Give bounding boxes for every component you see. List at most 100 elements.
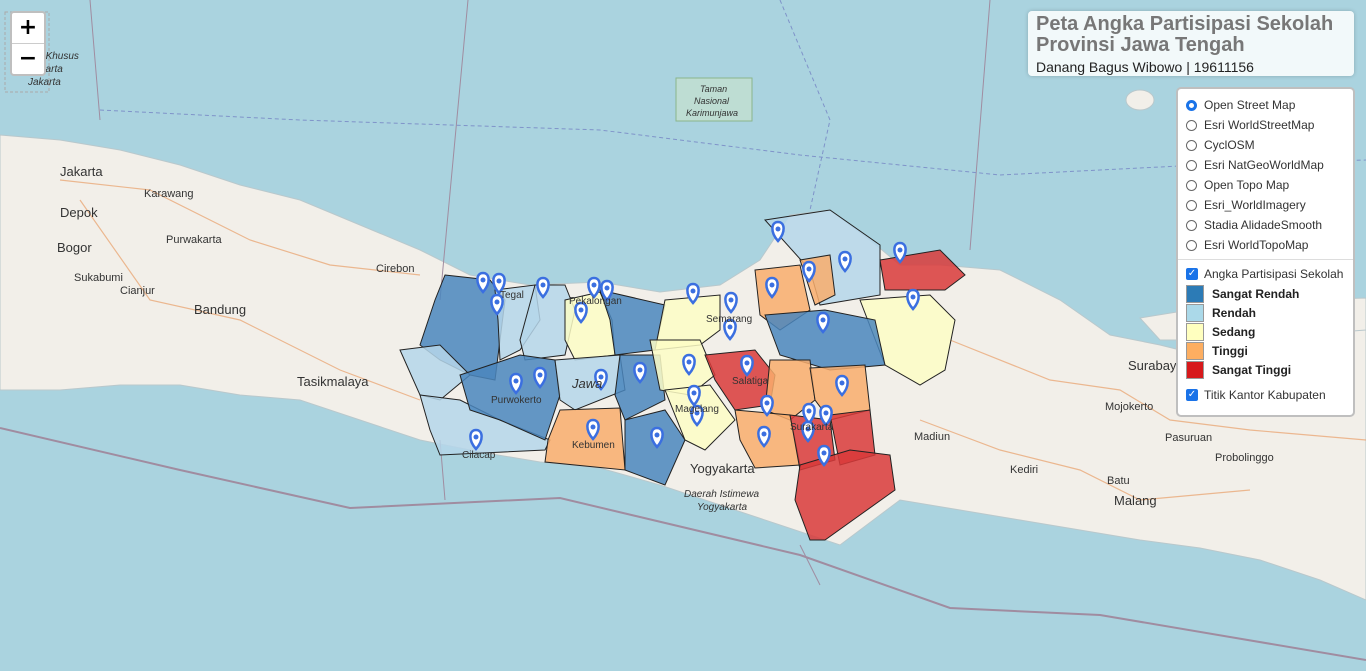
label-batu: Batu — [1107, 475, 1130, 487]
kantor-marker-icon[interactable] — [838, 250, 852, 273]
label-purwokerto: Purwokerto — [491, 395, 542, 406]
kantor-marker-icon[interactable] — [686, 282, 700, 305]
radio-icon[interactable] — [1186, 199, 1197, 211]
kantor-marker-icon[interactable] — [587, 276, 601, 299]
kantor-marker-icon[interactable] — [469, 428, 483, 451]
base-layer-option[interactable]: Esri WorldTopoMap — [1186, 235, 1347, 255]
region-banyumas[interactable] — [399, 344, 471, 401]
region-batang[interactable] — [599, 289, 666, 356]
checkbox-checked-icon[interactable]: ✓ — [1186, 389, 1198, 401]
base-layer-option[interactable]: CyclOSM — [1186, 135, 1347, 155]
radio-icon[interactable] — [1186, 179, 1197, 191]
label-karimunjawa-3: Karimunjawa — [686, 108, 738, 118]
base-layer-option[interactable]: Esri NatGeoWorldMap — [1186, 155, 1347, 175]
region-temanggung[interactable] — [649, 339, 716, 396]
map-title-panel: Peta Angka Partisipasi Sekolah Provinsi … — [1028, 11, 1354, 76]
label-malang: Malang — [1114, 493, 1157, 508]
base-layer-option[interactable]: Esri_WorldImagery — [1186, 195, 1347, 215]
legend-swatch — [1186, 303, 1204, 322]
kantor-marker-icon[interactable] — [817, 444, 831, 467]
base-layer-option[interactable]: Open Street Map — [1186, 95, 1347, 115]
radio-icon[interactable] — [1186, 159, 1197, 171]
kantor-markers — [469, 220, 920, 467]
base-layer-option[interactable]: Stadia AlidadeSmooth — [1186, 215, 1347, 235]
kantor-marker-icon[interactable] — [476, 271, 490, 294]
region-purworejo[interactable] — [624, 409, 686, 486]
base-layer-label: Esri WorldStreetMap — [1204, 118, 1315, 132]
kantor-marker-icon[interactable] — [816, 311, 830, 334]
label-semarang: Semarang — [706, 314, 752, 325]
region-kebumen[interactable] — [544, 407, 626, 471]
label-diy-2: Yogyakarta — [697, 502, 747, 513]
label-depok: Depok — [60, 205, 98, 220]
kantor-marker-icon[interactable] — [492, 272, 506, 295]
kantor-marker-icon[interactable] — [533, 366, 547, 389]
label-pekalongan: Pekalongan — [569, 296, 622, 307]
kantor-marker-icon[interactable] — [682, 353, 696, 376]
radio-icon[interactable] — [1186, 99, 1197, 111]
kantor-marker-icon[interactable] — [765, 276, 779, 299]
kantor-marker-icon[interactable] — [723, 318, 737, 341]
kantor-marker-icon[interactable] — [802, 260, 816, 283]
kantor-marker-icon[interactable] — [690, 404, 704, 427]
legend-label: Tinggi — [1212, 343, 1248, 358]
label-jakarta-special-3: Jakarta — [27, 77, 61, 88]
label-surakarta: Surakarta — [790, 422, 834, 433]
region-banjarnegara[interactable] — [554, 354, 626, 411]
overlay-aps-label: Angka Partisipasi Sekolah — [1204, 267, 1344, 281]
kantor-marker-icon[interactable] — [757, 425, 771, 448]
label-magelang: Magelang — [675, 404, 719, 415]
kantor-marker-icon[interactable] — [740, 354, 754, 377]
region-wonogiri[interactable] — [794, 449, 896, 541]
label-jawa: Jawa — [571, 376, 602, 391]
kantor-marker-icon[interactable] — [801, 420, 815, 443]
kantor-marker-icon[interactable] — [906, 288, 920, 311]
layer-separator — [1178, 259, 1353, 260]
kantor-marker-icon[interactable] — [574, 301, 588, 324]
label-karimunjawa-1: Taman — [700, 84, 727, 94]
legend-label: Sangat Rendah — [1212, 286, 1300, 301]
kantor-marker-icon[interactable] — [490, 293, 504, 316]
kantor-marker-icon[interactable] — [509, 372, 523, 395]
label-diy-1: Daerah Istimewa — [684, 489, 759, 500]
base-layer-option[interactable]: Open Topo Map — [1186, 175, 1347, 195]
radio-icon[interactable] — [1186, 119, 1197, 131]
kantor-marker-icon[interactable] — [802, 402, 816, 425]
kantor-marker-icon[interactable] — [771, 220, 785, 243]
kantor-marker-icon[interactable] — [819, 404, 833, 427]
checkbox-checked-icon[interactable]: ✓ — [1186, 268, 1198, 280]
overlay-kantor[interactable]: ✓ Titik Kantor Kabupaten — [1186, 385, 1347, 405]
kantor-marker-icon[interactable] — [536, 276, 550, 299]
kantor-marker-icon[interactable] — [586, 418, 600, 441]
region-rembang[interactable] — [879, 249, 966, 291]
region-pemalang[interactable] — [519, 284, 576, 361]
label-kebumen: Kebumen — [572, 440, 615, 451]
region-grobogan[interactable] — [764, 309, 886, 371]
legend-label: Sedang — [1212, 324, 1256, 339]
kantor-marker-icon[interactable] — [835, 374, 849, 397]
base-layer-option[interactable]: Esri WorldStreetMap — [1186, 115, 1347, 135]
radio-icon[interactable] — [1186, 239, 1197, 251]
maritime-line-4 — [969, 0, 991, 251]
label-cianjur: Cianjur — [120, 285, 155, 297]
label-probolinggo: Probolinggo — [1215, 452, 1274, 464]
map-title-line2: Provinsi Jawa Tengah — [1036, 34, 1245, 56]
kantor-marker-icon[interactable] — [650, 426, 664, 449]
kantor-marker-icon[interactable] — [594, 368, 608, 391]
kantor-marker-icon[interactable] — [633, 361, 647, 384]
kantor-marker-icon[interactable] — [760, 394, 774, 417]
kantor-marker-icon[interactable] — [687, 384, 701, 407]
radio-icon[interactable] — [1186, 139, 1197, 151]
overlay-aps[interactable]: ✓ Angka Partisipasi Sekolah — [1186, 264, 1347, 284]
zoom-out-button[interactable]: − — [18, 46, 38, 71]
kantor-marker-icon[interactable] — [724, 291, 738, 314]
radio-icon[interactable] — [1186, 219, 1197, 231]
legend-swatch — [1186, 360, 1204, 379]
kantor-marker-icon[interactable] — [893, 241, 907, 264]
kantor-marker-icon[interactable] — [600, 279, 614, 302]
base-layer-label: Esri NatGeoWorldMap — [1204, 158, 1324, 172]
overlay-kantor-label: Titik Kantor Kabupaten — [1204, 388, 1326, 402]
zoom-in-button[interactable]: + — [12, 13, 44, 44]
label-bandung: Bandung — [194, 302, 246, 317]
